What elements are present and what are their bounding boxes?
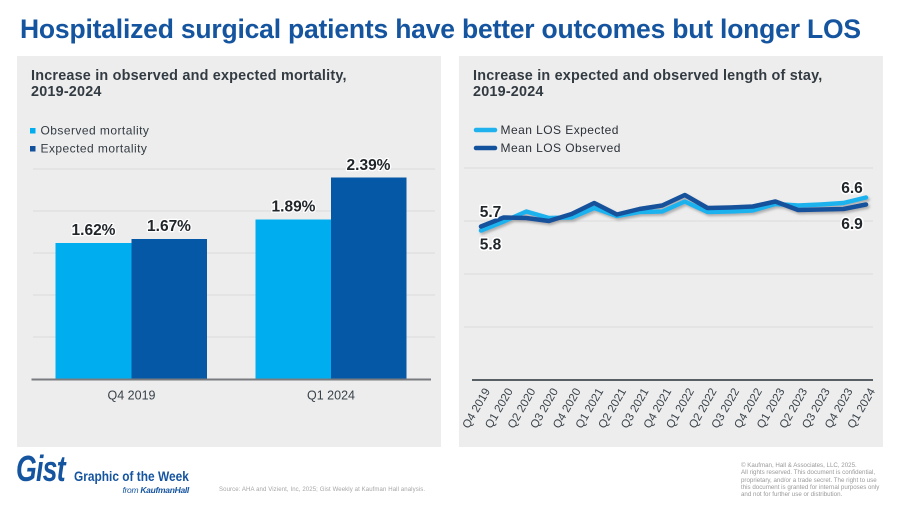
svg-text:Observed mortality: Observed mortality — [41, 124, 150, 138]
svg-text:6.9: 6.9 — [841, 216, 863, 233]
svg-text:2.39%: 2.39% — [347, 157, 391, 174]
svg-text:6.6: 6.6 — [841, 180, 863, 197]
svg-text:1.89%: 1.89% — [272, 199, 316, 216]
svg-text:1.62%: 1.62% — [72, 222, 116, 239]
svg-text:Q4 2019: Q4 2019 — [108, 389, 156, 403]
svg-text:Q1 2024: Q1 2024 — [307, 389, 355, 403]
svg-text:1.67%: 1.67% — [147, 218, 191, 235]
svg-text:Expected mortality: Expected mortality — [41, 142, 148, 156]
svg-text:5.8: 5.8 — [480, 237, 502, 254]
svg-text:5.7: 5.7 — [480, 204, 502, 221]
svg-text:Mean LOS Observed: Mean LOS Observed — [501, 141, 621, 155]
svg-text:Mean LOS Expected: Mean LOS Expected — [501, 123, 619, 137]
